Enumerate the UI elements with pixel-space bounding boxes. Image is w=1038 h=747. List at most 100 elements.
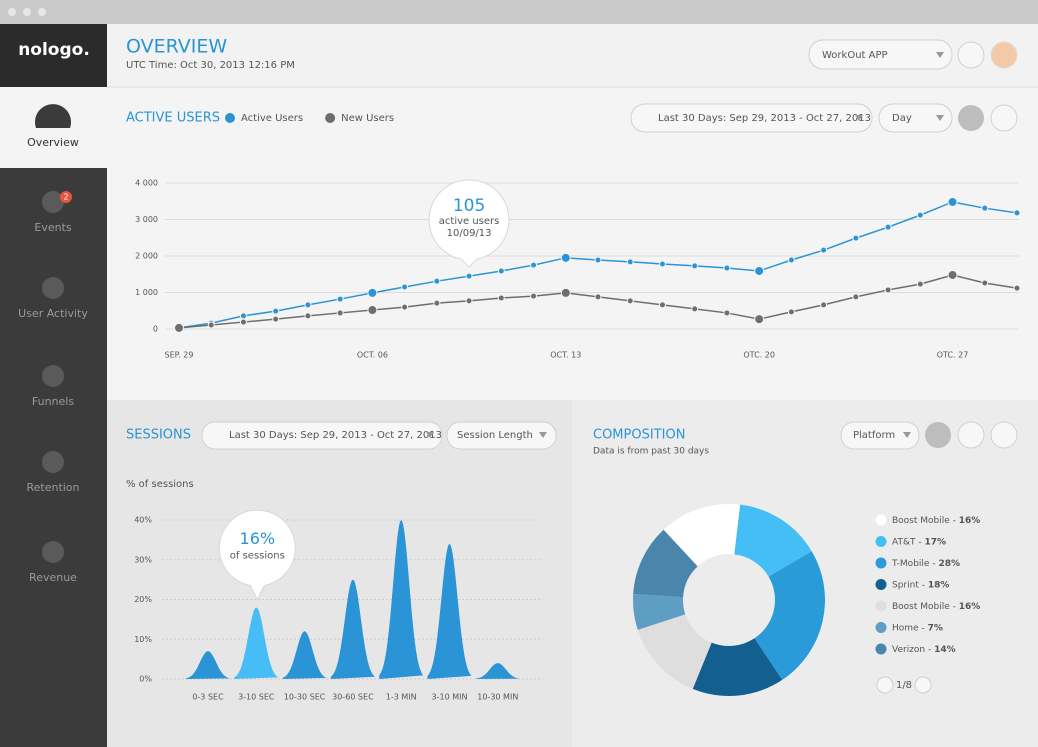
- legend-part: 7%: [928, 623, 943, 633]
- nav-label: Retention: [26, 481, 79, 494]
- data-point: [723, 309, 731, 317]
- y-tick-label: 20%: [134, 595, 152, 604]
- data-point: [594, 293, 602, 301]
- nav-icon: [42, 191, 64, 213]
- legend-marker: [875, 514, 887, 526]
- data-point: [981, 279, 989, 287]
- donut-slice: [637, 614, 712, 689]
- data-point: [947, 269, 958, 280]
- page-next[interactable]: [914, 676, 932, 694]
- menu-button[interactable]: [990, 104, 1018, 132]
- legend-label: Active Users: [241, 113, 303, 124]
- tooltip-value: 105: [453, 196, 485, 216]
- x-tick-label: OTC. 27: [937, 351, 969, 360]
- x-tick-label: 10-30 SEC: [284, 693, 326, 702]
- bar-view-button[interactable]: [957, 421, 985, 449]
- logo-area: [0, 24, 107, 87]
- data-point: [272, 307, 280, 315]
- legend-marker: [875, 557, 887, 569]
- tooltip-value: 16%: [240, 529, 276, 548]
- data-point: [626, 258, 634, 266]
- data-point: [401, 283, 409, 291]
- data-point: [658, 301, 666, 309]
- data-point: [691, 305, 699, 313]
- page-prev[interactable]: [876, 676, 894, 694]
- legend-part: Verizon: [892, 645, 925, 655]
- date-select[interactable]: [630, 103, 873, 133]
- legend-part: 28%: [938, 559, 960, 569]
- caret: [936, 115, 944, 121]
- y-tick-label: 0: [153, 325, 158, 334]
- x-tick-label: OCT. 06: [357, 351, 388, 360]
- data-point: [433, 299, 441, 307]
- date-range: Last 30 Days: Sep 29, 2013 - Oct 27, 201…: [658, 113, 871, 124]
- window-bar: [0, 0, 1038, 24]
- y-tick-label: 4 000: [135, 179, 158, 188]
- caret: [855, 115, 863, 121]
- legend-part: Boost Mobile: [892, 602, 950, 612]
- data-point: [820, 246, 828, 254]
- interval-select[interactable]: [878, 103, 953, 133]
- area-peak: [234, 607, 279, 679]
- dimension-select[interactable]: [840, 421, 920, 450]
- data-point: [207, 321, 215, 329]
- window-dot: [38, 8, 46, 16]
- legend-marker: [875, 536, 887, 547]
- nav-label: User Activity: [18, 307, 88, 320]
- nav-label: Revenue: [29, 571, 77, 584]
- legend-label: New Users: [341, 113, 394, 124]
- data-point: [465, 297, 473, 305]
- data-point: [916, 280, 924, 288]
- caret: [539, 432, 547, 438]
- section-title: SESSIONS: [126, 428, 191, 443]
- download-button[interactable]: [957, 41, 985, 69]
- legend-part: Boost Mobile: [892, 516, 950, 526]
- data-point: [594, 256, 602, 264]
- legend-label: Home - 7%: [892, 623, 943, 633]
- data-point: [981, 204, 989, 212]
- data-point: [723, 264, 731, 272]
- legend-part: Sprint: [892, 580, 919, 590]
- legend-label: AT&T - 17%: [892, 537, 946, 547]
- legend-part: 14%: [934, 645, 956, 655]
- legend-part: -: [919, 623, 928, 633]
- date-range: Last 30 Days: Sep 29, 2013 - Oct 27, 201…: [229, 430, 442, 441]
- data-point: [336, 309, 344, 317]
- legend-part: -: [919, 580, 928, 590]
- data-point: [787, 256, 795, 264]
- legend-part: -: [925, 645, 934, 655]
- line-view-button[interactable]: [958, 105, 984, 131]
- data-point: [560, 252, 571, 263]
- legend-marker: [875, 579, 887, 590]
- page-subtitle: UTC Time: Oct 30, 2013 12:16 PM: [126, 60, 295, 71]
- data-point: [272, 315, 280, 323]
- legend-marker: [875, 643, 887, 655]
- area-peak: [427, 543, 472, 679]
- legend-part: -: [929, 559, 938, 569]
- metric-select[interactable]: [446, 421, 557, 450]
- area-peak: [186, 651, 230, 679]
- window-dot: [8, 8, 16, 16]
- app-select[interactable]: [808, 39, 953, 70]
- data-point: [304, 312, 312, 320]
- app-name: WorkOut APP: [822, 50, 888, 61]
- legend-marker: [225, 113, 235, 123]
- donut-slice: [692, 638, 783, 696]
- legend-part: T-Mobile: [891, 559, 930, 569]
- menu-button[interactable]: [990, 421, 1018, 449]
- legend-marker: [875, 600, 887, 612]
- avatar[interactable]: [990, 41, 1018, 69]
- date-select[interactable]: [201, 421, 443, 450]
- y-tick-label: 1 000: [135, 288, 158, 297]
- x-tick-label: 30-60 SEC: [332, 693, 374, 702]
- data-point: [884, 223, 892, 231]
- nav-label: Funnels: [32, 395, 74, 408]
- x-tick-label: 3-10 MIN: [432, 693, 468, 702]
- pie-view-button[interactable]: [925, 422, 951, 448]
- section-subtitle: Data is from past 30 days: [593, 447, 709, 457]
- legend-marker: [325, 113, 336, 123]
- x-tick-label: OCT. 13: [550, 351, 581, 360]
- nav-label: Events: [34, 221, 72, 234]
- legend-label: Sprint - 18%: [892, 580, 949, 590]
- y-tick-label: 10%: [134, 635, 152, 644]
